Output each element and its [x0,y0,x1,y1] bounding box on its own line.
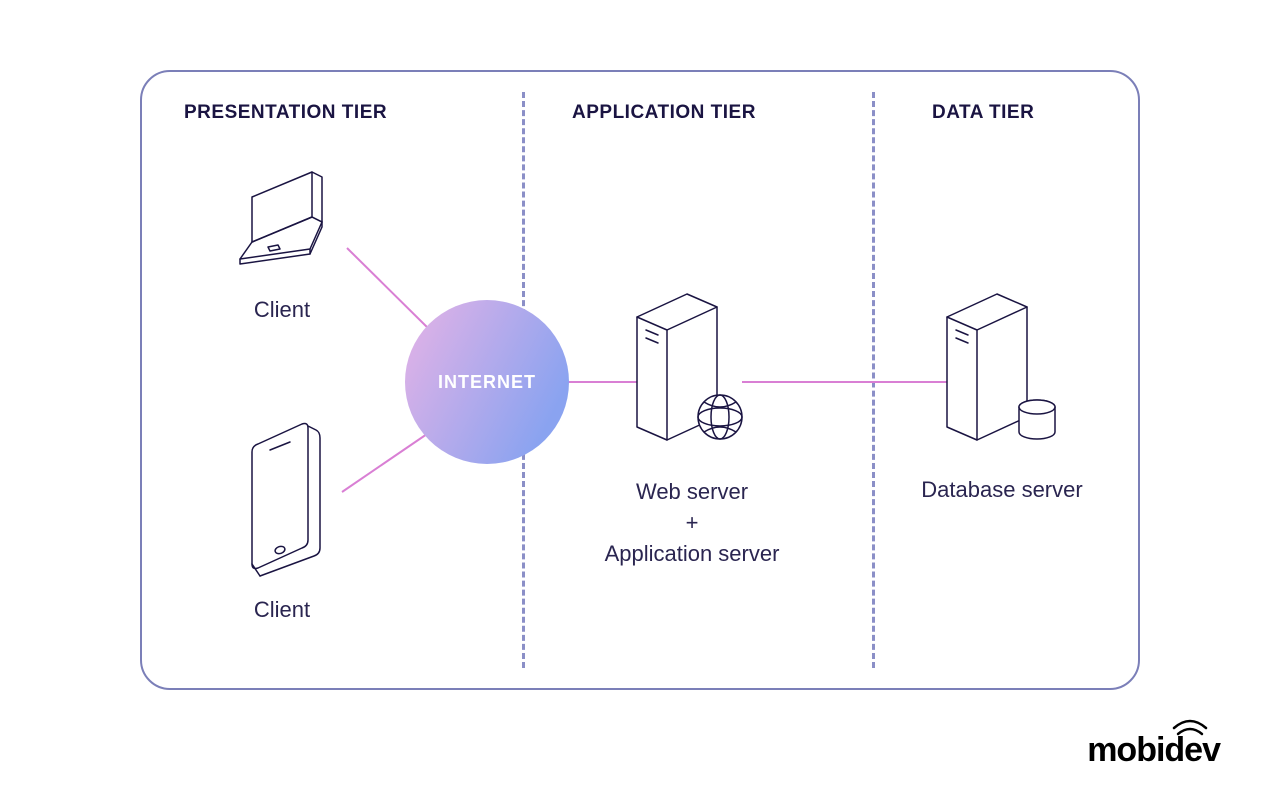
webserver-label-line3: Application server [605,541,780,566]
webserver-label-line2: + [686,510,699,535]
laptop-icon [222,167,362,277]
brand-logo: mobidev [1087,731,1220,770]
webserver-icon [612,272,772,452]
dbserver-icon [922,272,1082,452]
architecture-diagram: PRESENTATION TIER APPLICATION TIER DATA … [140,70,1140,690]
internet-label: INTERNET [407,372,567,393]
webserver-label: Web server + Application server [582,477,802,569]
webserver-label-line1: Web server [636,479,748,504]
phone-icon [232,402,352,582]
dbserver-label: Database server [902,477,1102,503]
laptop-label: Client [242,297,322,323]
phone-label: Client [242,597,322,623]
